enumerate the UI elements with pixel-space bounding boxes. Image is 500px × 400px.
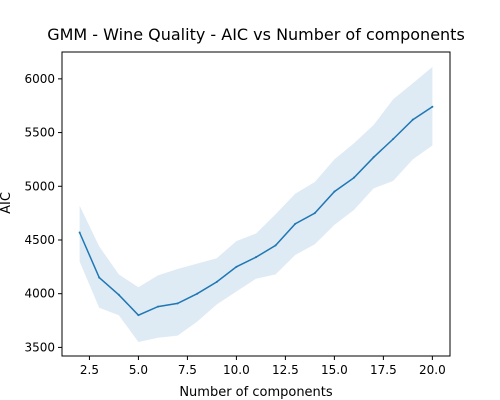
data-point bbox=[352, 176, 355, 179]
data-point bbox=[78, 231, 81, 234]
data-point bbox=[157, 305, 160, 308]
data-point bbox=[137, 314, 140, 317]
data-point bbox=[313, 212, 316, 215]
data-point bbox=[176, 302, 179, 305]
data-point bbox=[255, 256, 257, 259]
chart-title: GMM - Wine Quality - AIC vs Number of co… bbox=[47, 25, 465, 44]
x-tick-label: 15.0 bbox=[321, 363, 348, 377]
data-point bbox=[372, 156, 375, 159]
data-point bbox=[333, 190, 336, 193]
x-tick-label: 2.5 bbox=[80, 363, 99, 377]
data-point bbox=[215, 280, 218, 283]
data-point bbox=[294, 222, 297, 225]
x-tick-label: 12.5 bbox=[272, 363, 299, 377]
y-tick-label: 4000 bbox=[24, 287, 55, 301]
data-point bbox=[117, 293, 120, 296]
y-tick-label: 3500 bbox=[24, 340, 55, 354]
x-axis-label: Number of components bbox=[179, 385, 333, 400]
y-axis-ticks: 3500 4000 4500 5000 5500 6000 bbox=[24, 72, 62, 354]
data-point bbox=[235, 265, 238, 268]
plot-area bbox=[78, 67, 434, 342]
x-axis-ticks: 2.5 5.0 7.5 10.0 12.5 15.0 17.5 20.0 bbox=[80, 356, 446, 377]
x-tick-label: 7.5 bbox=[178, 363, 197, 377]
x-tick-label: 5.0 bbox=[129, 363, 148, 377]
data-point bbox=[431, 105, 434, 108]
axes-frame bbox=[61, 51, 451, 357]
data-point bbox=[274, 244, 277, 247]
data-point bbox=[411, 118, 414, 121]
data-points bbox=[78, 105, 434, 317]
x-tick-label: 17.5 bbox=[370, 363, 397, 377]
x-tick-label: 10.0 bbox=[223, 363, 250, 377]
data-point bbox=[196, 292, 199, 295]
confidence-band bbox=[79, 67, 433, 342]
y-tick-label: 6000 bbox=[24, 72, 55, 86]
y-tick-label: 5500 bbox=[24, 126, 55, 140]
y-tick-label: 5000 bbox=[24, 179, 55, 193]
x-tick-label: 20.0 bbox=[419, 363, 446, 377]
y-axis-label: AIC bbox=[0, 192, 14, 214]
data-point bbox=[392, 138, 395, 141]
y-tick-label: 4500 bbox=[24, 233, 55, 247]
data-point bbox=[98, 276, 101, 279]
